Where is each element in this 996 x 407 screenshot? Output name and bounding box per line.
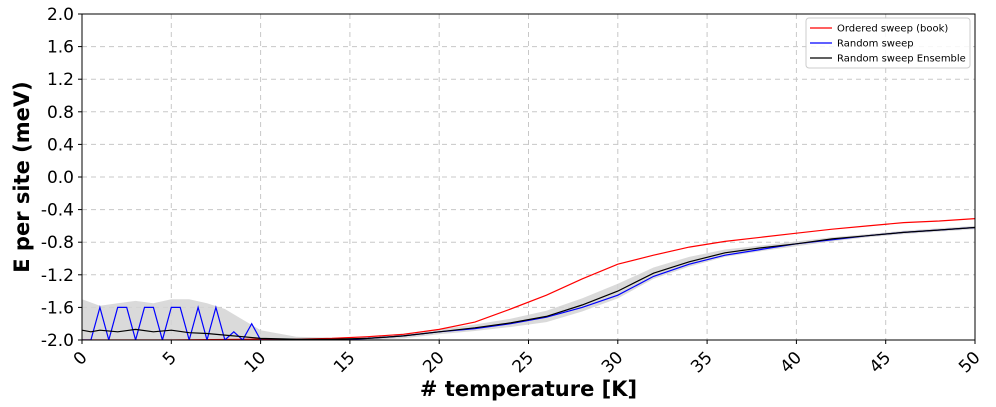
x-tick-label: 25 (509, 348, 538, 377)
x-tick-label: 50 (955, 348, 984, 377)
y-tick-label: 1.2 (47, 70, 74, 90)
legend-box (805, 17, 971, 69)
y-tick-label: 0.0 (47, 168, 74, 188)
y-tick-label: -1.6 (41, 298, 74, 318)
y-tick-label: -2.0 (41, 331, 74, 351)
legend-entry: Ordered sweep (book) (837, 24, 948, 35)
x-tick-label: 40 (776, 348, 805, 377)
x-tick-label: 35 (687, 348, 716, 377)
y-tick-label: -0.8 (41, 233, 74, 253)
random-sweep-ensemble-line (82, 226, 975, 340)
x-tick-label: 10 (241, 348, 270, 377)
x-ticks: 0 5 10 15 20 25 30 35 40 45 50 (70, 340, 985, 377)
y-tick-label: 1.6 (47, 38, 74, 58)
legend: Ordered sweep (book) Random sweep Random s… (805, 17, 971, 69)
y-axis-label: E per site (meV) (10, 81, 34, 272)
y-tick-label: -0.4 (41, 201, 74, 221)
confidence-band (82, 225, 975, 340)
x-axis-label: # temperature [K] (420, 377, 637, 401)
y-tick-label: 0.4 (47, 135, 74, 155)
x-tick-label: 45 (866, 348, 895, 377)
series-lines (82, 218, 975, 340)
ensemble-band (82, 225, 975, 340)
x-tick-label: 30 (598, 348, 627, 377)
x-tick-label: 0 (70, 348, 92, 370)
y-tick-label: 0.8 (47, 103, 74, 123)
x-tick-label: 15 (330, 348, 359, 377)
y-tick-label: -1.2 (41, 266, 74, 286)
random-sweep-line (82, 226, 975, 340)
x-tick-label: 20 (419, 348, 448, 377)
legend-entry: Random sweep (837, 39, 914, 50)
y-tick-label: 2.0 (47, 5, 74, 25)
legend-entry: Random sweep Ensemble (837, 54, 966, 65)
y-ticks: 2.0 1.6 1.2 0.8 0.4 0.0 -0.4 -0.8 -1.2 -1.6 -2.0 (41, 5, 82, 351)
x-tick-label: 5 (159, 348, 181, 370)
